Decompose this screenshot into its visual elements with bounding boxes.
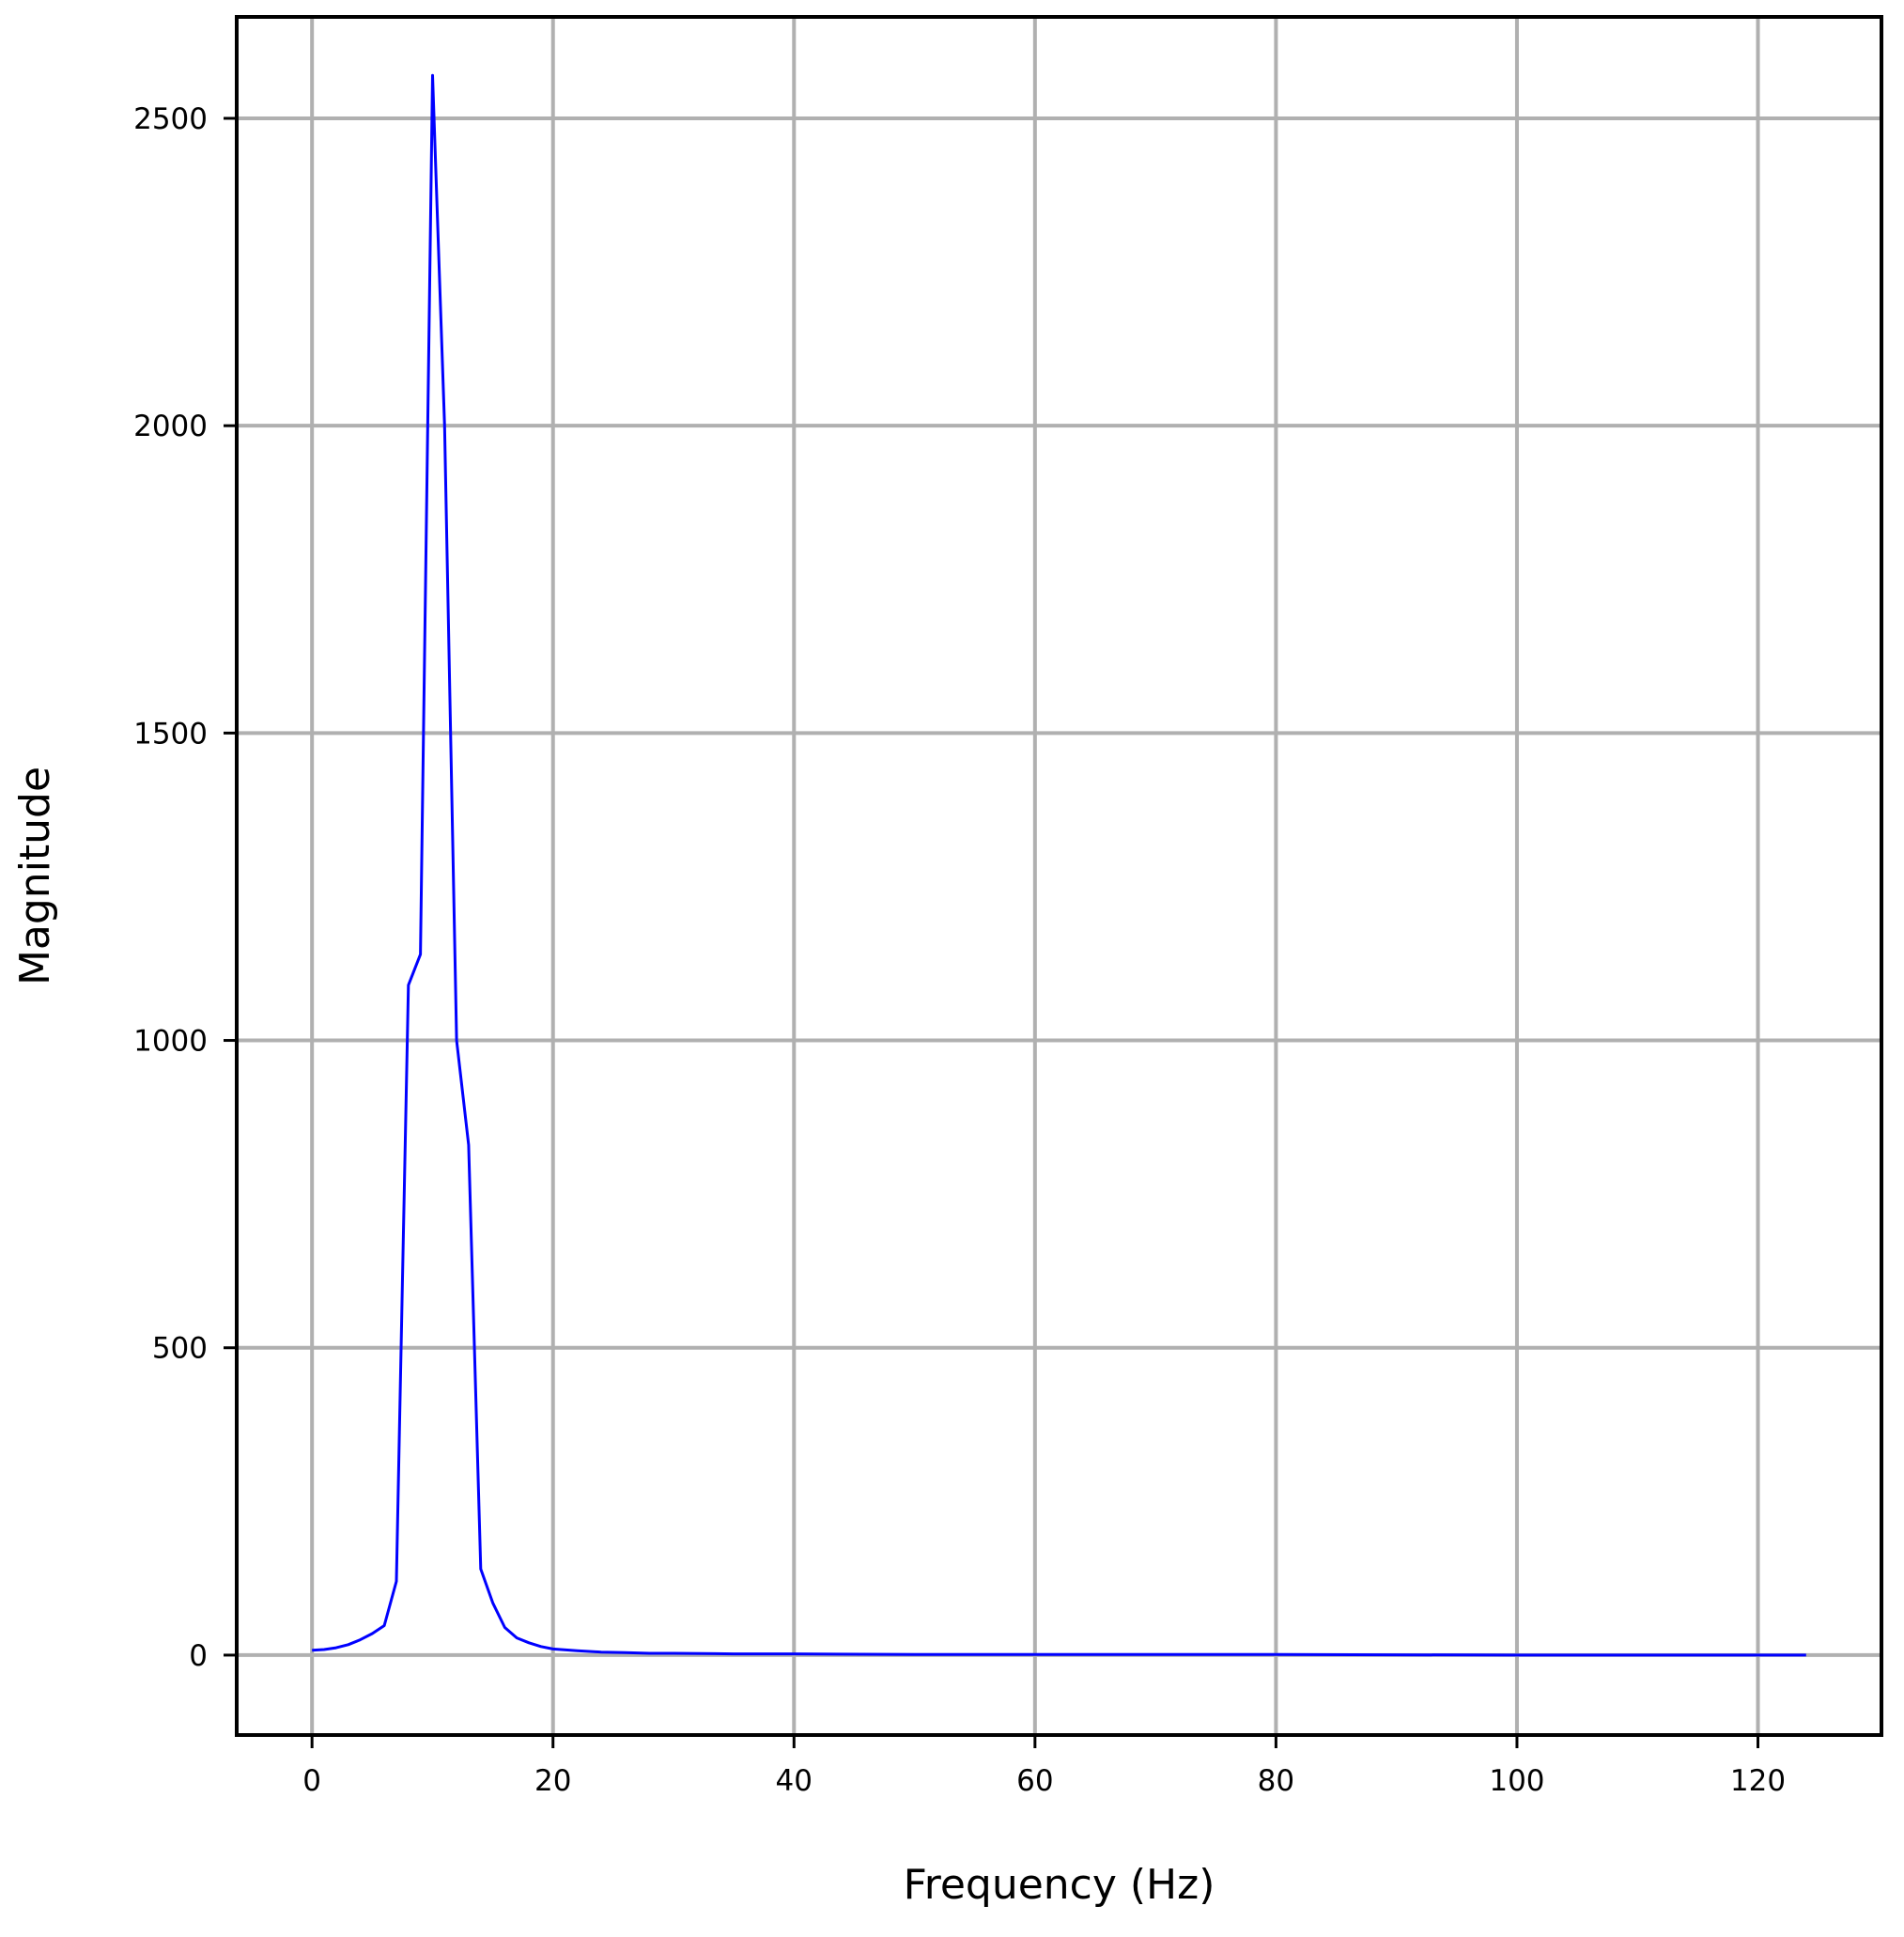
series-layer: [312, 73, 1806, 1657]
x-tick-label: 100: [1489, 1764, 1544, 1798]
x-tick-label: 60: [1016, 1764, 1053, 1798]
x-axis-label: Frequency (Hz): [904, 1861, 1215, 1909]
y-axis-label: Magnitude: [11, 767, 59, 985]
y-tick-label: 2500: [133, 102, 208, 136]
y-tick-label: 1500: [133, 717, 208, 751]
y-tick-label: 1000: [133, 1025, 208, 1059]
x-tick-label: 120: [1730, 1764, 1786, 1798]
ticks: 0 20 40 60 80 100 120 0 500 1000 1500 2000 2500: [133, 102, 1786, 1798]
y-tick-label: 0: [189, 1639, 208, 1673]
x-tick-label: 80: [1258, 1764, 1294, 1798]
x-tick-label: 0: [302, 1764, 321, 1798]
plot-frame: [235, 15, 1883, 1737]
grid: [237, 17, 1881, 1735]
y-tick-label: 2000: [133, 410, 208, 443]
x-tick-label: 40: [776, 1764, 813, 1798]
x-tick-label: 20: [534, 1764, 571, 1798]
spectrum-line: [312, 73, 1806, 1657]
y-tick-label: 500: [152, 1332, 208, 1366]
